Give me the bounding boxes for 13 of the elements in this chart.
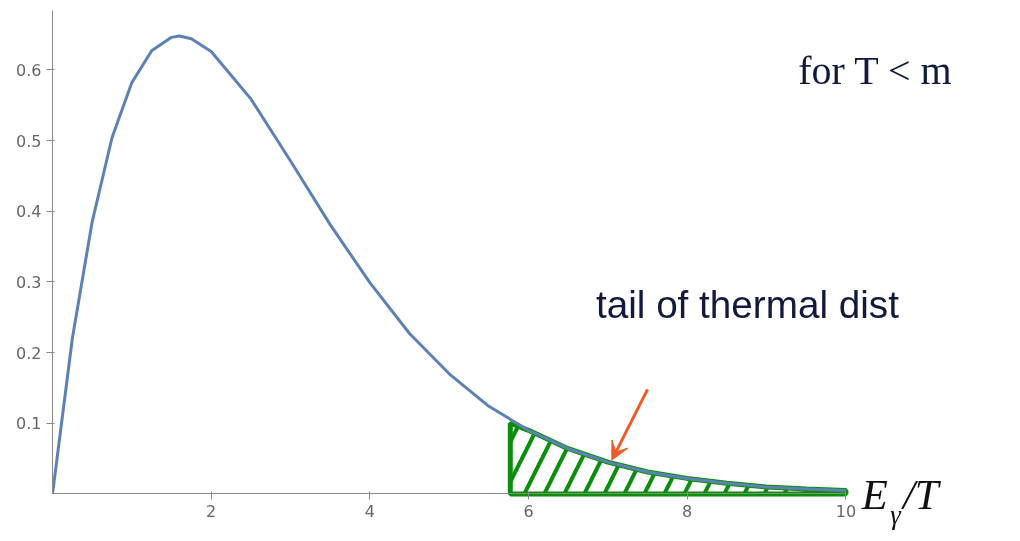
- y-tick-label: 0.2: [16, 343, 42, 363]
- y-tick-label: 0.3: [16, 272, 42, 292]
- x-tick-label: 4: [364, 501, 375, 521]
- y-tick-label: 0.1: [16, 414, 42, 434]
- annotation: tail of thermal dist: [595, 282, 900, 326]
- annotation: for T < m: [798, 47, 952, 93]
- x-tick-label: 8: [682, 501, 693, 521]
- x-tick-label: 2: [206, 501, 217, 521]
- x-tick-label: 10: [835, 501, 857, 521]
- x-tick-label: 6: [523, 501, 534, 521]
- y-tick-label: 0.5: [16, 131, 42, 151]
- y-tick-label: 0.6: [16, 60, 42, 80]
- y-tick-label: 0.4: [16, 202, 42, 222]
